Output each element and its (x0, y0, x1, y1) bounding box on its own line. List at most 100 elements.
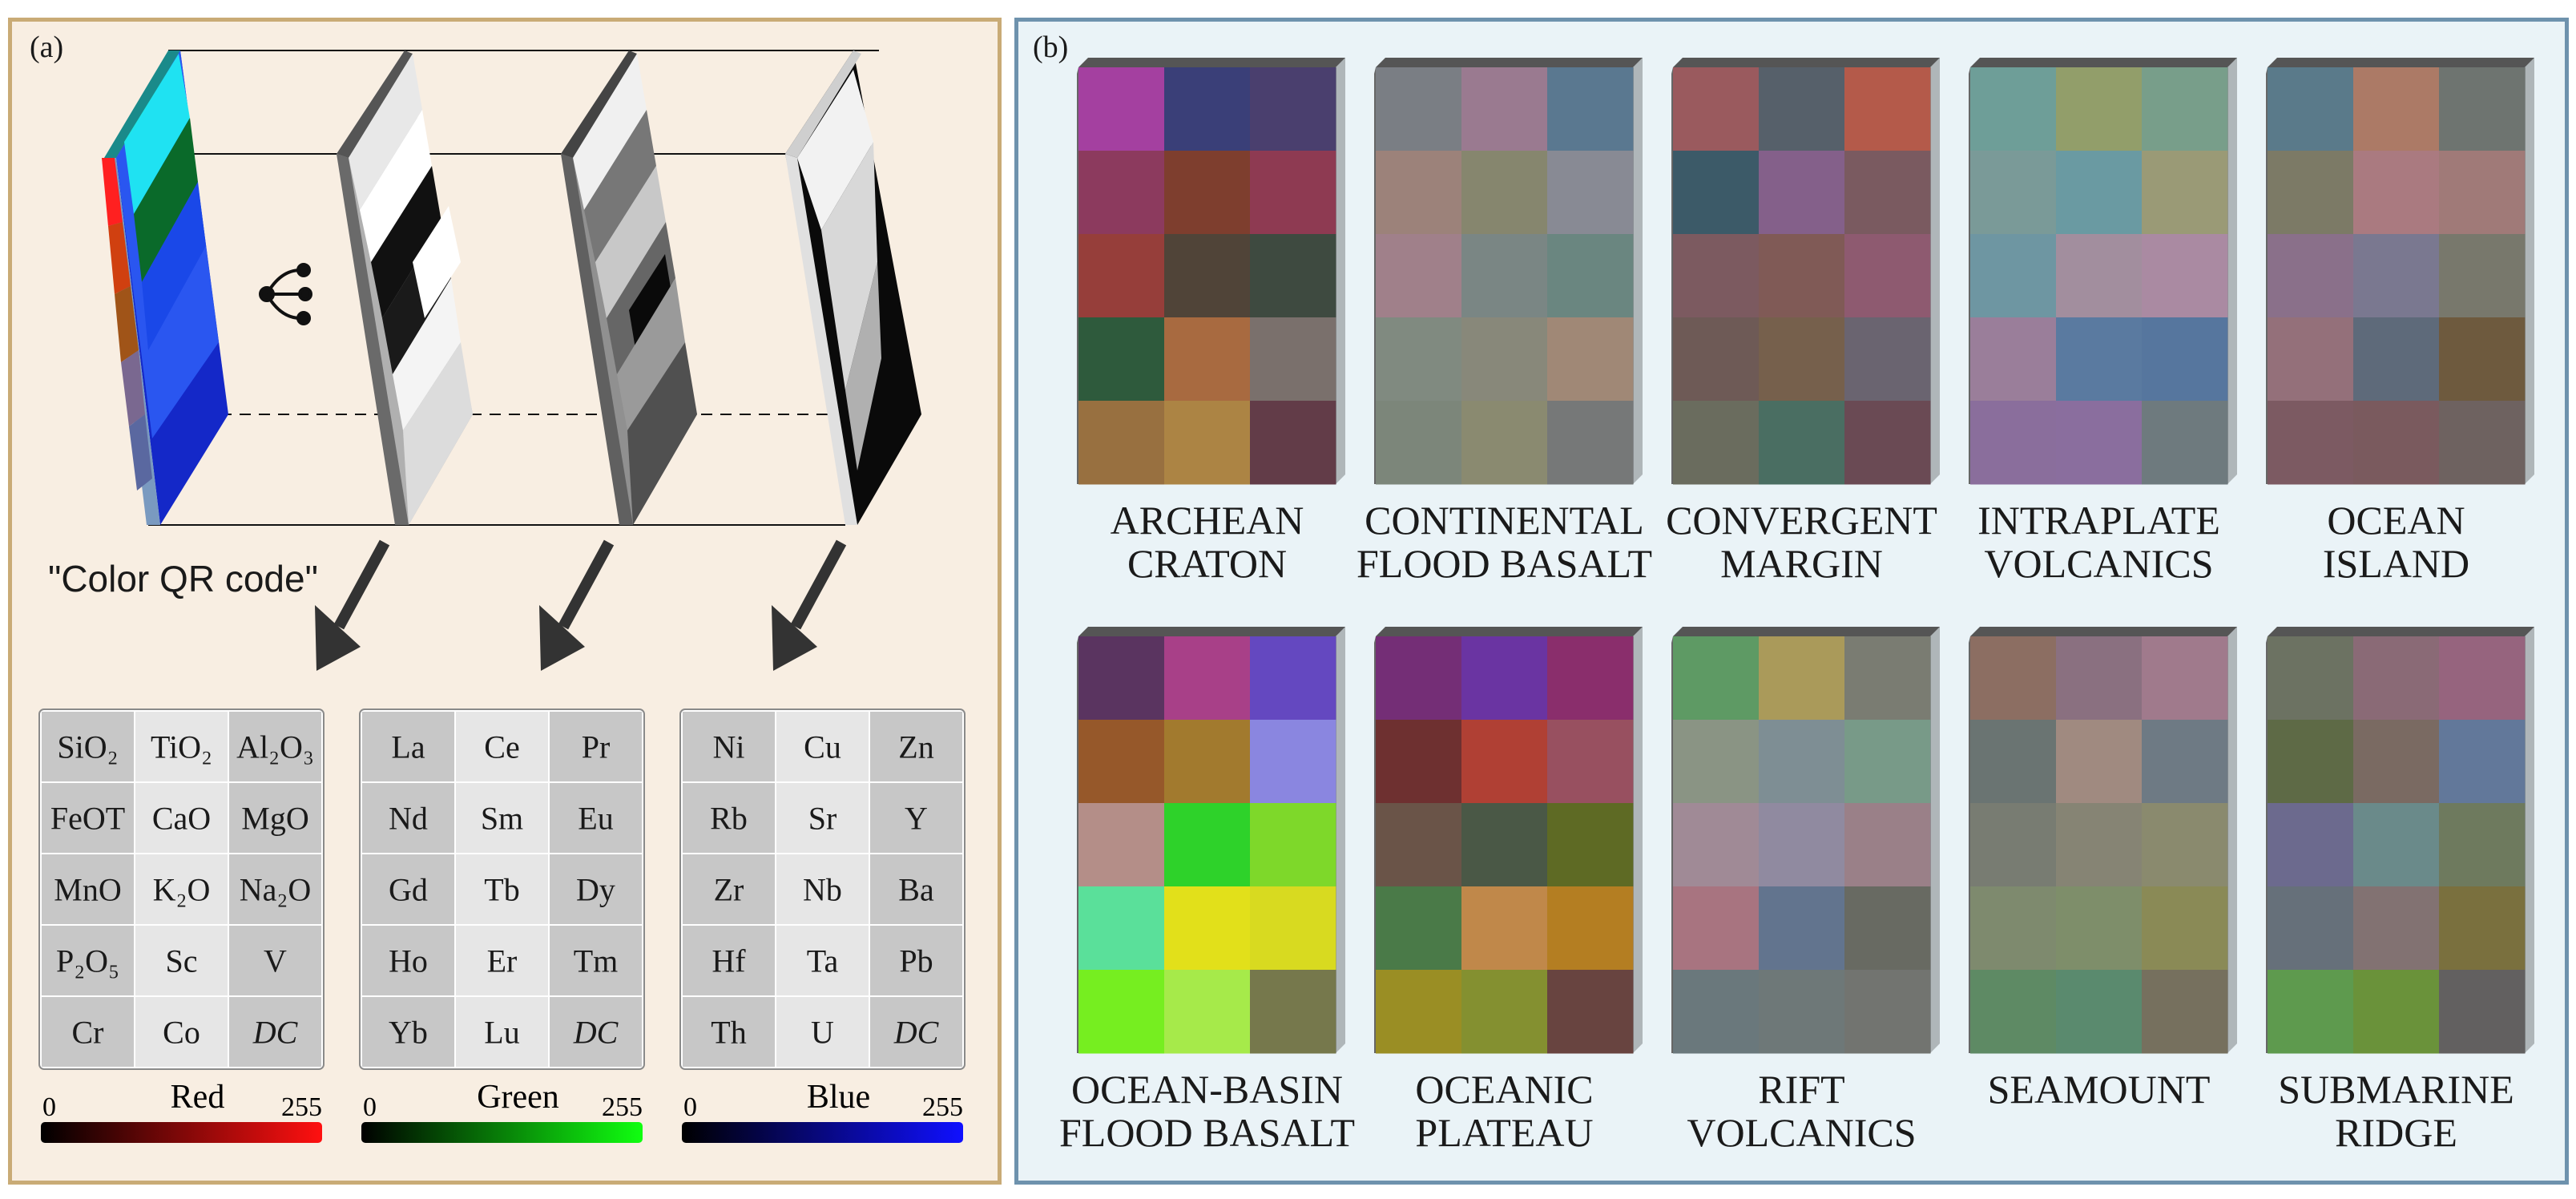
table-cell (550, 783, 642, 853)
table-cell-label: DC (252, 1015, 299, 1051)
tile-cell (1376, 636, 1462, 721)
tile-cell (1250, 234, 1336, 318)
tile-cell (2142, 803, 2228, 887)
tile-cell (2353, 317, 2440, 402)
tile-cell (2056, 317, 2143, 402)
tile-cell (1376, 317, 1462, 402)
tile-cell (1970, 886, 2057, 971)
green-channel-layer (561, 50, 697, 525)
tile-label-line: OCEANIC (1415, 1067, 1594, 1112)
tile-2 (1671, 58, 1940, 485)
tile-cell (2056, 636, 2143, 721)
tile-cell (1461, 151, 1548, 235)
tile-cell (2268, 317, 2354, 402)
tile-label: INTRAPLATE VOLCANICS (1947, 499, 2251, 585)
table-cell-label: FeOT (50, 801, 125, 837)
tile-cell (1844, 803, 1931, 887)
table-cell-label: MnO (54, 872, 121, 908)
tile-cell (1759, 886, 1845, 971)
tile-cell (1759, 720, 1845, 804)
tile-label: OCEANIC PLATEAU (1353, 1068, 1657, 1154)
color-scale-bar (361, 1122, 643, 1143)
table-cell (456, 997, 548, 1067)
tile-cell (1250, 720, 1336, 804)
tile-cell (1970, 720, 2057, 804)
table-cell (135, 783, 228, 853)
tile-label: CONVERGENT MARGIN (1650, 499, 1954, 585)
tile-cell (1673, 970, 1760, 1054)
tile-cell (2056, 803, 2143, 887)
table-cell (135, 997, 228, 1067)
table-cell-label: Hf (712, 943, 746, 979)
tile-cell (2268, 970, 2354, 1054)
tile-label-line: OCEAN-BASIN (1071, 1067, 1343, 1112)
tile-cell (2268, 803, 2354, 887)
tile-cell (2142, 401, 2228, 485)
tile-cell (1547, 636, 1634, 721)
table-cell-label: Pb (899, 943, 933, 979)
tile-cell (1078, 234, 1165, 318)
tile-cell (2439, 720, 2526, 804)
tile-cell (2439, 803, 2526, 887)
table-blue: Ni Cu Zn Rb Sr Y Zr Nb Ba Hf Ta Pb Th U DC 0 255 Blue (679, 708, 965, 1143)
table-cell-label: Dy (576, 872, 615, 908)
table-cell (870, 712, 962, 781)
table-cell-label: Al₂O₃ (236, 729, 314, 765)
table-cell-label: TiO₂ (151, 729, 212, 765)
scale-max-label: 255 (602, 1092, 643, 1122)
tile-cell (2439, 151, 2526, 235)
table-cell-label: Y (905, 801, 928, 837)
tile-cell (2142, 970, 2228, 1054)
tile-cell (2142, 151, 2228, 235)
tile-cell (1164, 803, 1251, 887)
element-tables: SiO₂ TiO₂ Al₂O₃ FeOT CaO MgO MnO K₂O Na₂O P₂O₅ Sc V… (38, 708, 965, 1143)
tile-cell (1970, 67, 2057, 151)
table-cell (776, 854, 869, 924)
tile-7 (1671, 627, 1940, 1054)
tile-label-line: OCEAN (2327, 498, 2465, 543)
tile-cell (2268, 151, 2354, 235)
table-cell-label: Lu (484, 1015, 519, 1051)
table-cell-label: P₂O₅ (56, 943, 119, 979)
tile-cell (1250, 970, 1336, 1054)
arrows (315, 539, 847, 671)
tile-cell (2268, 67, 2354, 151)
tile-label-line: FLOOD BASALT (1058, 1110, 1356, 1155)
tile-cell (1844, 151, 1931, 235)
tile-cell (1164, 886, 1251, 971)
table-cell (776, 926, 869, 995)
tile-cell (1547, 234, 1634, 318)
tile-cell (2439, 317, 2526, 402)
blue-channel-layer (785, 50, 921, 525)
tile-1 (1374, 58, 1643, 485)
tile-label-line: MARGIN (1720, 541, 1883, 586)
tile-cell (1078, 317, 1165, 402)
color-scale-bar (682, 1122, 963, 1143)
table-cell-label: Gd (389, 872, 428, 908)
table-cell-label: Sc (166, 943, 198, 979)
tile-label-line: CONVERGENT (1666, 498, 1937, 543)
tile-cell (2439, 401, 2526, 485)
tile-label-line: SEAMOUNT (1987, 1067, 2211, 1112)
tile-cell (1164, 401, 1251, 485)
tile-label: SUBMARINE RIDGE (2244, 1068, 2549, 1154)
table-cell (870, 926, 962, 995)
tile-cell (1461, 67, 1548, 151)
tile-cell (1970, 401, 2057, 485)
table-cell-label: DC (893, 1015, 940, 1051)
table-cell-label: Nd (389, 801, 428, 837)
table-cell (42, 783, 134, 853)
panel-a-svg: SiO₂ TiO₂ Al₂O₃ FeOT CaO MgO MnO K₂O Na₂O P₂O₅ Sc V… (38, 50, 965, 1143)
table-red: SiO₂ TiO₂ Al₂O₃ FeOT CaO MgO MnO K₂O Na₂O P₂O₅ Sc V… (38, 708, 325, 1143)
tile-cell (1673, 720, 1760, 804)
table-cell (362, 712, 454, 781)
tile-cell (1970, 151, 2057, 235)
table-cell (776, 783, 869, 853)
table-cell-label: Ta (807, 943, 839, 979)
tile-label-line: CONTINENTAL (1365, 498, 1644, 543)
tile-cell (1461, 886, 1548, 971)
branch-icon (259, 263, 312, 325)
tile-cell (1376, 720, 1462, 804)
tile-cell (1759, 234, 1845, 318)
tile-cell (1673, 636, 1760, 721)
